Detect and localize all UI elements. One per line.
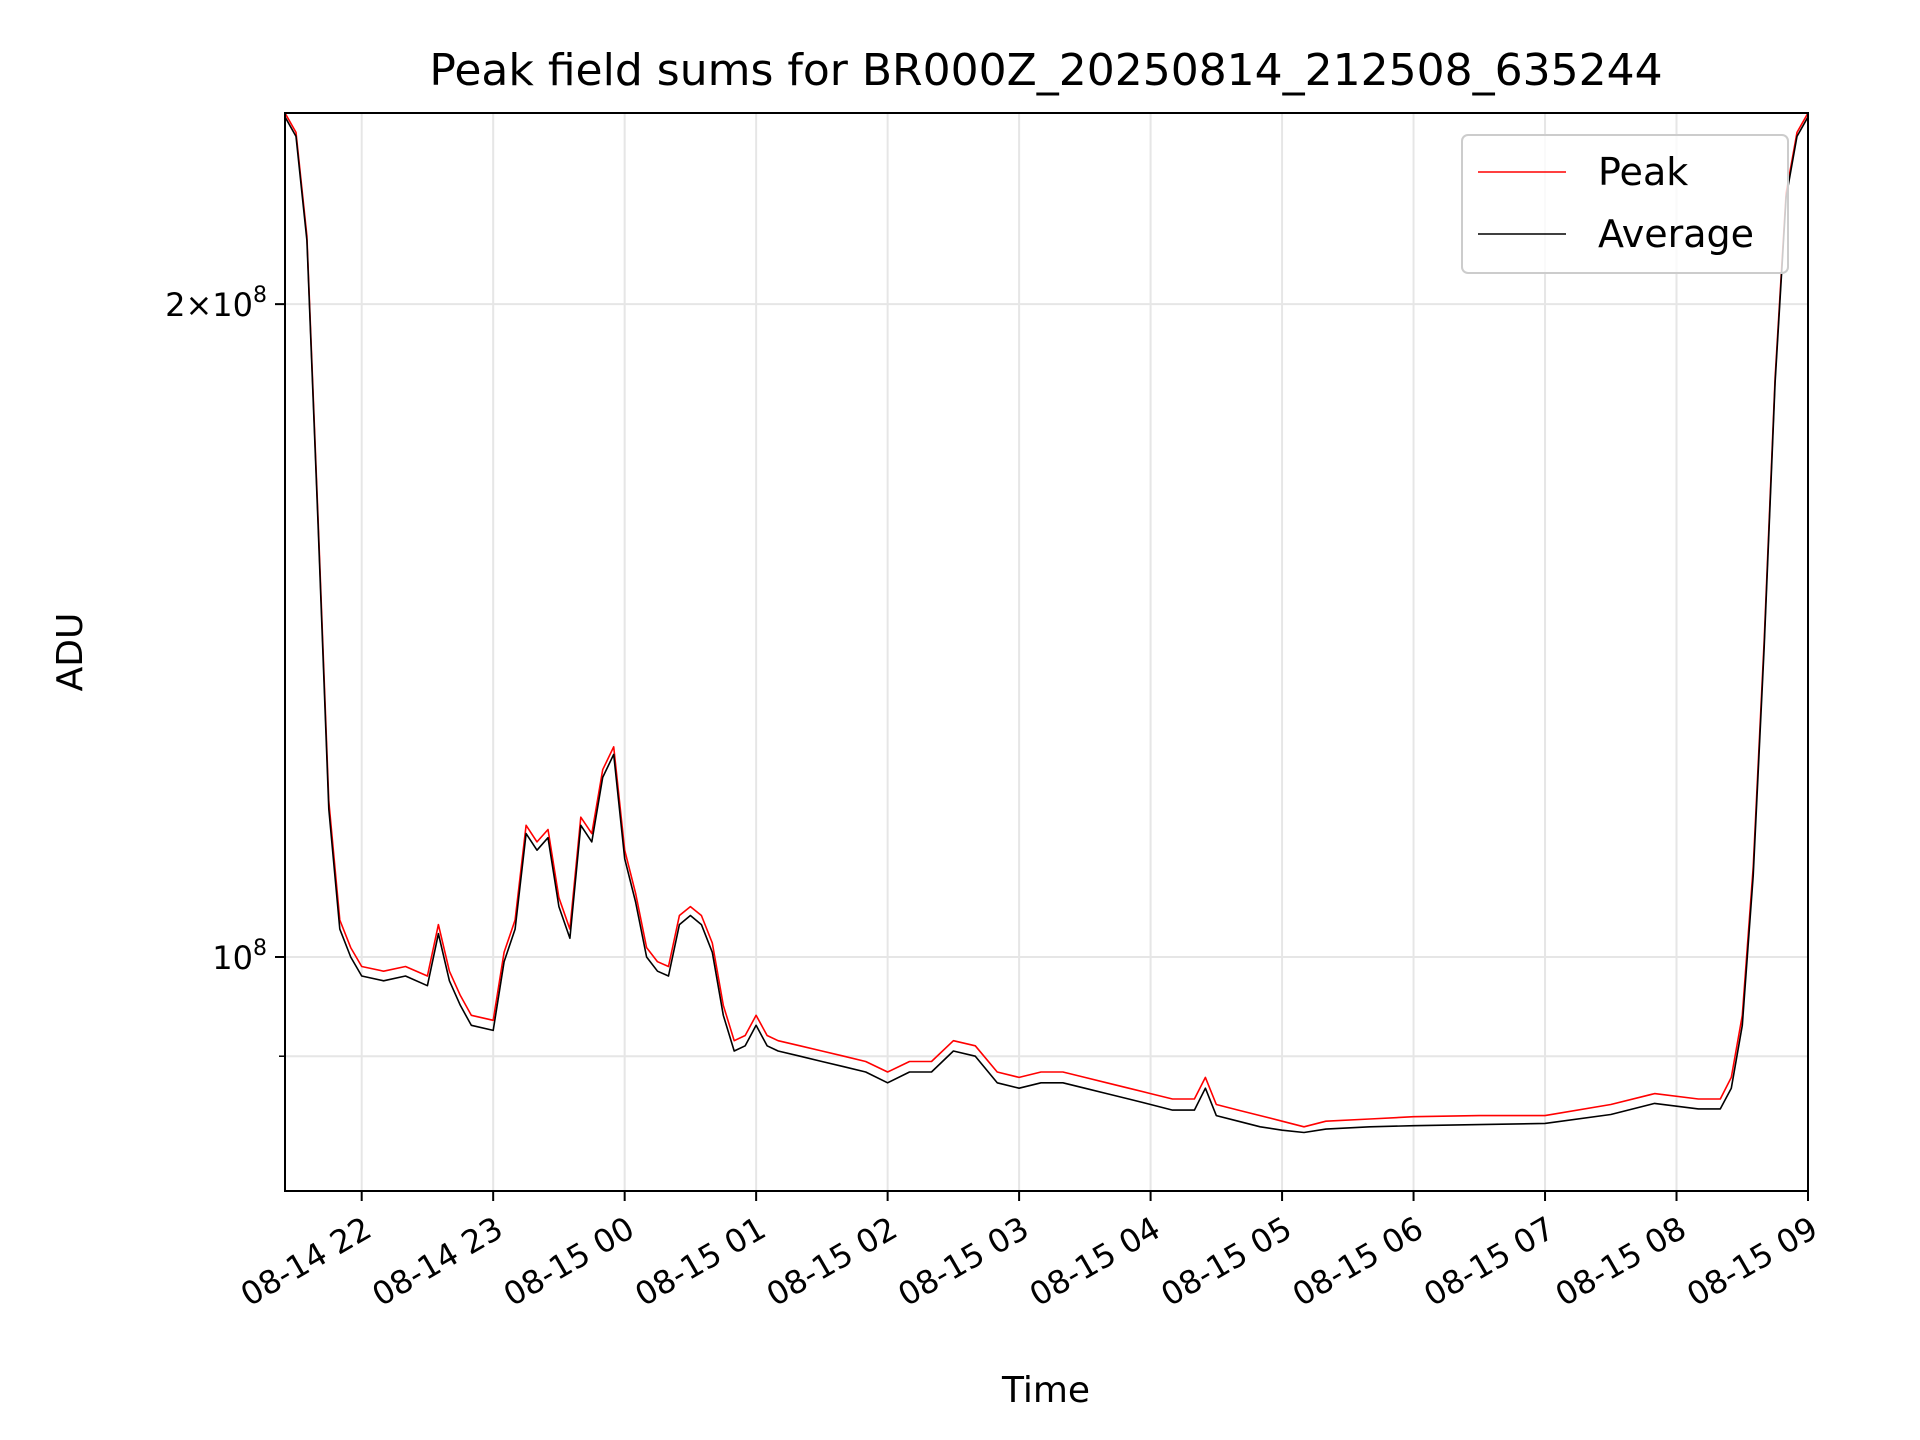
series-line-peak [285, 113, 1808, 1128]
grid [285, 113, 1809, 1191]
chart-title: Peak field sums for BR000Z_20250814_2125… [429, 45, 1662, 96]
y-tick-label: 2×108 [165, 283, 267, 324]
y-axis-label: ADU [50, 613, 91, 692]
y-tick-label: 108 [212, 936, 267, 977]
legend: Peak Average [1461, 134, 1789, 274]
legend-label-average: Average [1598, 212, 1754, 256]
x-axis-label: Time [1001, 1370, 1090, 1411]
legend-box [1461, 134, 1789, 274]
series-line-average [285, 116, 1808, 1134]
legend-label-peak: Peak [1598, 150, 1688, 194]
series-lines [285, 113, 1808, 1134]
plot-frame [284, 112, 1809, 1192]
